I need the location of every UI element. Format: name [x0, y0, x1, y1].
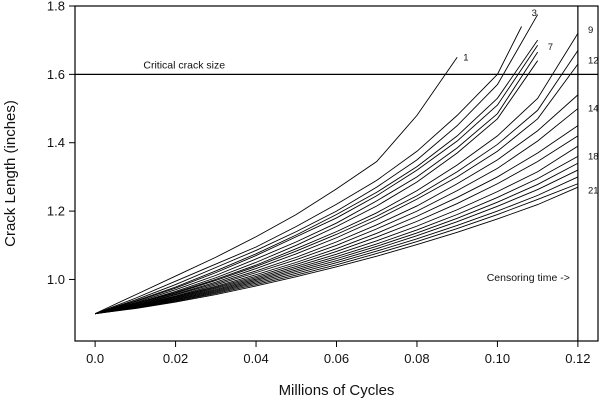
curve-labels: 1 3 7 9 12 14 18 21 [463, 8, 598, 197]
crack-curve-19 [95, 176, 579, 315]
x-tick-label: 0.10 [485, 351, 510, 366]
crack-curve-7 [95, 60, 539, 315]
curve-label-9: 9 [588, 25, 593, 36]
crack-curve-16 [95, 156, 579, 315]
x-tick-label: 0.02 [163, 351, 188, 366]
crack-curve-20 [95, 183, 579, 315]
y-tick-label: 1.4 [47, 135, 65, 150]
x-axis-title: Millions of Cycles [279, 382, 395, 399]
crack-curves [94, 14, 579, 315]
crack-curve-15 [95, 145, 579, 315]
crack-curve-4 [94, 39, 539, 315]
crack-curve-1 [94, 57, 458, 315]
crack-curve-10 [95, 63, 579, 315]
x-tick-label: 0.04 [243, 351, 268, 366]
crack-curve-21 [95, 186, 579, 315]
crack-curve-12 [95, 108, 579, 315]
x-tick-label: 0.0 [86, 351, 104, 366]
x-tick-label: 0.08 [404, 351, 429, 366]
x-tick-label: 0.06 [324, 351, 349, 366]
y-tick-label: 1.6 [47, 67, 65, 82]
y-tick-label: 1.0 [47, 272, 65, 287]
y-tick-label: 1.8 [47, 0, 65, 14]
crack-curve-6 [95, 51, 539, 315]
crack-curve-11 [95, 94, 579, 315]
curve-label-18: 18 [588, 151, 599, 162]
curve-label-21: 21 [588, 186, 599, 197]
curve-label-3: 3 [532, 8, 537, 19]
x-tick-label: 0.12 [565, 351, 590, 366]
curve-label-12: 12 [588, 56, 599, 67]
crack-curve-2 [94, 26, 522, 315]
y-axis-title: Crack Length (inches) [2, 100, 19, 247]
crack-curve-9 [95, 50, 579, 315]
curve-label-7: 7 [548, 42, 553, 53]
curve-label-14: 14 [588, 104, 599, 115]
crack-curve-13 [95, 125, 579, 315]
curve-label-1: 1 [463, 52, 468, 63]
crack-curve-3 [94, 14, 539, 315]
crack-curve-8 [95, 33, 579, 315]
critical-crack-size-label: Critical crack size [143, 59, 225, 71]
crack-curve-14 [95, 135, 579, 315]
crack-curve-5 [94, 45, 539, 315]
crack-curve-17 [95, 162, 579, 315]
y-tick-label: 1.2 [47, 204, 65, 219]
censoring-time-label: Censoring time -> [487, 272, 570, 284]
crack-curve-18 [95, 169, 579, 315]
